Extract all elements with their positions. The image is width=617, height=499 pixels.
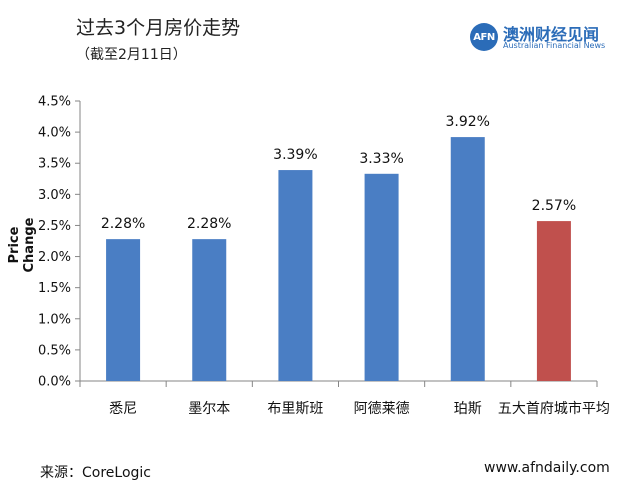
y-tick-label: 0.0% [38,375,71,390]
x-tick-label: 悉尼 [109,401,137,417]
website-url: www.afndaily.com [484,460,610,476]
afn-logo: AFN 澳洲财经见闻 Australian Financial News [470,22,610,54]
y-tick-label: 4.5% [38,95,71,110]
y-tick-label: 2.0% [38,250,71,265]
y-tick-label: 2.5% [38,219,71,234]
logo-name-en: Australian Financial News [503,41,606,50]
bar-data-label: 2.28% [187,216,231,232]
bar-data-label: 2.28% [101,216,145,232]
bar [106,239,141,381]
chart-subtitle: （截至2月11日） [76,47,187,63]
y-tick-label: 0.5% [38,343,71,358]
chart-title: 过去3个月房价走势 [76,17,241,39]
bar-data-label: 3.92% [446,114,490,130]
y-tick-label: 4.0% [38,126,71,141]
y-tick-label: 3.0% [38,188,71,203]
bar [536,221,571,381]
x-tick-label: 五大首府城市平均 [498,400,610,417]
source-note: 来源：CoreLogic [40,465,151,481]
bar [364,173,399,381]
logo-name-cn: 澳洲财经见闻 [503,25,600,44]
afn-logo-icon: AFN [470,23,498,51]
bar [192,239,227,381]
bar-data-label: 2.57% [532,198,576,214]
y-tick-label: 1.0% [38,312,71,327]
y-tick-label: 3.5% [38,157,71,172]
x-tick-label: 珀斯 [454,401,482,417]
bar-data-label: 3.39% [273,147,317,163]
bar [450,137,485,381]
y-tick-label: 1.5% [38,281,71,296]
x-tick-label: 阿德莱德 [354,401,410,417]
bar-data-label: 3.33% [359,151,403,167]
bar [278,170,313,381]
x-tick-label: 墨尔本 [188,401,230,417]
x-tick-label: 布里斯班 [267,401,323,417]
